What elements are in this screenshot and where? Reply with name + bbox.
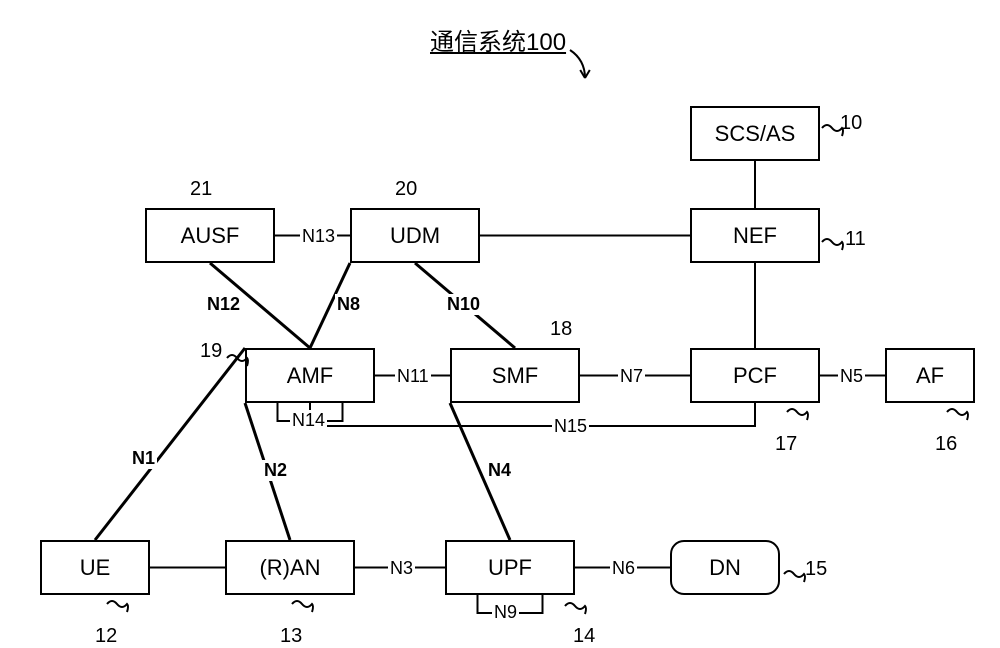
edge-label-n6: N6 [610, 558, 637, 579]
diagram-title: 通信系统100 [430, 22, 566, 57]
edge-label-n2: N2 [262, 460, 289, 481]
node-smf: SMF [450, 348, 580, 403]
ref-af: 16 [935, 433, 957, 456]
edge-label-n5: N5 [838, 366, 865, 387]
node-label-dn: DN [709, 555, 741, 581]
edge-label-n11: N11 [395, 366, 431, 387]
squiggle-nef [820, 236, 846, 256]
edge-label-n7: N7 [618, 366, 645, 387]
ref-ue: 12 [95, 625, 117, 648]
node-label-af: AF [916, 363, 944, 389]
node-dn: DN [670, 540, 780, 595]
node-upf: UPF [445, 540, 575, 595]
squiggle-upf [563, 600, 589, 620]
node-nef: NEF [690, 208, 820, 263]
squiggle-dn [782, 568, 808, 588]
edge-n1 [95, 348, 245, 540]
edge-label-n8: N8 [335, 294, 362, 315]
edge-label-n12: N12 [205, 294, 242, 315]
ref-smf: 18 [550, 318, 572, 341]
node-ran: (R)AN [225, 540, 355, 595]
squiggle-ran [290, 598, 316, 618]
ref-dn: 15 [805, 558, 827, 581]
node-af: AF [885, 348, 975, 403]
ref-udm: 20 [395, 178, 417, 201]
edge-label-n9: N9 [492, 602, 519, 623]
squiggle-ue [105, 598, 131, 618]
node-ue: UE [40, 540, 150, 595]
ref-amf: 19 [200, 340, 222, 363]
node-label-ue: UE [80, 555, 111, 581]
ref-ran: 13 [280, 625, 302, 648]
node-label-ausf: AUSF [181, 223, 240, 249]
edge-label-n13: N13 [300, 226, 337, 247]
edge-label-n3: N3 [388, 558, 415, 579]
ref-nef: 11 [845, 228, 866, 251]
node-scsas: SCS/AS [690, 106, 820, 161]
squiggle-pcf [785, 406, 811, 426]
node-amf: AMF [245, 348, 375, 403]
node-label-smf: SMF [492, 363, 538, 389]
node-label-scsas: SCS/AS [715, 121, 796, 147]
edge-n15 [310, 403, 755, 426]
node-label-amf: AMF [287, 363, 333, 389]
ref-ausf: 21 [190, 178, 212, 201]
ref-upf: 14 [573, 625, 595, 648]
edge-label-n15: N15 [552, 416, 589, 437]
squiggle-amf [225, 352, 251, 372]
squiggle-scsas [820, 122, 846, 142]
ref-pcf: 17 [775, 433, 797, 456]
node-pcf: PCF [690, 348, 820, 403]
node-udm: UDM [350, 208, 480, 263]
edge-label-n4: N4 [486, 460, 513, 481]
node-label-upf: UPF [488, 555, 532, 581]
node-label-udm: UDM [390, 223, 440, 249]
edge-label-n1: N1 [130, 448, 157, 469]
diagram-canvas: 通信系统100 SCS/AS AUSF UDM NEF AMF SMF PCF AF UE (R)… [0, 0, 1000, 644]
edge-label-n10: N10 [445, 294, 482, 315]
node-label-ran: (R)AN [259, 555, 320, 581]
node-label-nef: NEF [733, 223, 777, 249]
node-ausf: AUSF [145, 208, 275, 263]
node-label-pcf: PCF [733, 363, 777, 389]
squiggle-af [945, 406, 971, 426]
edge-label-n14: N14 [290, 410, 327, 431]
